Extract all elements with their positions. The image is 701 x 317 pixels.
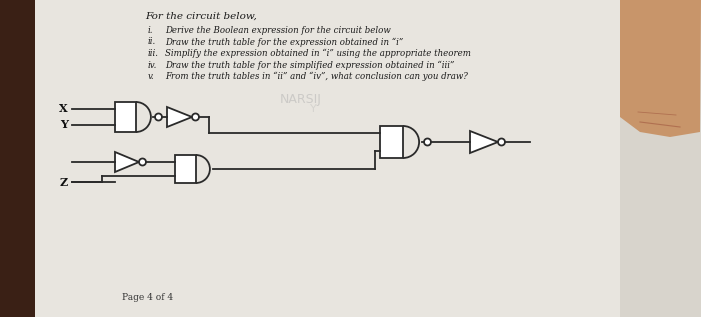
Text: Derive the Boolean expression for the circuit below: Derive the Boolean expression for the ci… [165, 26, 390, 35]
Text: Simplify the expression obtained in “i” using the appropriate theorem: Simplify the expression obtained in “i” … [165, 49, 471, 58]
Polygon shape [0, 0, 55, 317]
Text: Y: Y [310, 104, 317, 114]
Text: For the circuit below,: For the circuit below, [145, 12, 257, 21]
Text: Draw the truth table for the expression obtained in “i”: Draw the truth table for the expression … [165, 37, 403, 47]
FancyBboxPatch shape [35, 0, 620, 317]
Text: NARSIJ: NARSIJ [280, 93, 322, 106]
Polygon shape [175, 155, 196, 183]
Polygon shape [380, 126, 403, 158]
Text: iv.: iv. [148, 61, 158, 69]
Polygon shape [470, 131, 498, 153]
Text: Y: Y [60, 120, 68, 131]
Circle shape [424, 139, 431, 146]
Text: From the truth tables in “ii” and “iv”, what conclusion can you draw?: From the truth tables in “ii” and “iv”, … [165, 72, 468, 81]
Text: iii.: iii. [148, 49, 159, 58]
Circle shape [155, 113, 162, 120]
Polygon shape [115, 102, 136, 132]
Polygon shape [115, 152, 139, 172]
Text: v.: v. [148, 72, 155, 81]
Circle shape [498, 139, 505, 146]
Polygon shape [620, 0, 701, 137]
Text: Z: Z [60, 177, 68, 187]
Text: ii.: ii. [148, 37, 156, 47]
Text: Page 4 of 4: Page 4 of 4 [122, 293, 173, 302]
Circle shape [192, 113, 199, 120]
Text: Draw the truth table for the simplified expression obtained in “iii”: Draw the truth table for the simplified … [165, 61, 454, 70]
Circle shape [139, 158, 146, 165]
Text: X: X [60, 103, 68, 114]
Text: i.: i. [148, 26, 154, 35]
Polygon shape [167, 107, 192, 127]
